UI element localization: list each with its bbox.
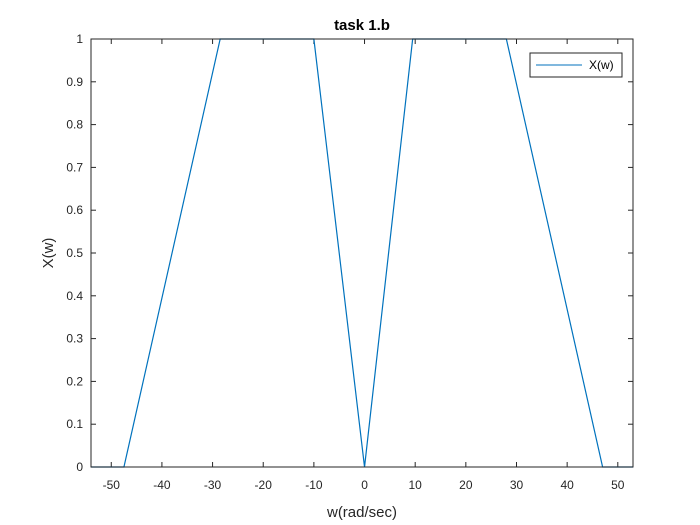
chart-title: task 1.b <box>334 17 390 34</box>
y-tick-label: 1 <box>76 32 83 46</box>
x-tick-label: -50 <box>103 478 121 492</box>
y-tick-label: 0.7 <box>66 160 83 174</box>
x-tick-label: 40 <box>560 478 574 492</box>
y-tick-label: 0.4 <box>66 289 83 303</box>
x-tick-label: 50 <box>611 478 625 492</box>
x-tick-label: -40 <box>153 478 171 492</box>
x-tick-label: -10 <box>305 478 323 492</box>
y-tick-label: 0.3 <box>66 332 83 346</box>
x-axis-label: w(rad/sec) <box>326 504 397 521</box>
x-tick-label: -20 <box>255 478 273 492</box>
x-tick-labels: -50 -40 -30 -20 -10 0 10 20 30 40 50 <box>103 478 625 492</box>
y-tick-label: 0.8 <box>66 118 83 132</box>
x-tick-label: -30 <box>204 478 222 492</box>
legend: X(w) <box>530 53 622 77</box>
x-tick-label: 0 <box>361 478 368 492</box>
y-tick-label: 0.1 <box>66 417 83 431</box>
y-tick-label: 0 <box>76 460 83 474</box>
y-tick-label: 0.2 <box>66 374 83 388</box>
x-tick-label: 30 <box>510 478 524 492</box>
legend-entry-x-w: X(w) <box>589 58 614 72</box>
y-tick-label: 0.5 <box>66 246 83 260</box>
y-tick-label: 0.6 <box>66 203 83 217</box>
x-tick-label: 10 <box>409 478 423 492</box>
x-tick-label: 20 <box>459 478 473 492</box>
y-tick-labels: 0 0.1 0.2 0.3 0.4 0.5 0.6 0.7 0.8 0.9 1 <box>66 32 83 474</box>
y-tick-label: 0.9 <box>66 75 83 89</box>
y-axis-label: X(w) <box>40 238 57 269</box>
